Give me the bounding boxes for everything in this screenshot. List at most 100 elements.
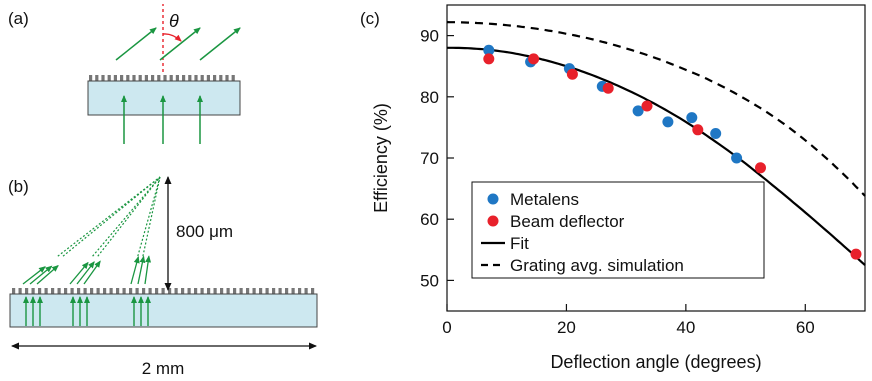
- panel-c-label: (c): [360, 9, 380, 28]
- nanopillar: [213, 288, 217, 294]
- nanopillar: [135, 288, 139, 294]
- nanopillar: [89, 75, 93, 81]
- beam-deflector-point: [602, 82, 614, 94]
- beam-deflector-point: [755, 162, 766, 174]
- nanopillar: [182, 75, 186, 81]
- nanopillar: [175, 75, 179, 81]
- focused-ray-arrow: [36, 264, 59, 285]
- focused-ray-arrow: [144, 255, 152, 285]
- nanopillar: [252, 288, 256, 294]
- nanopillar: [129, 288, 133, 294]
- focus-ray-dotted: [57, 176, 161, 257]
- nanopillar: [90, 288, 94, 294]
- nanopillar: [194, 288, 198, 294]
- nanopillar: [181, 288, 185, 294]
- nanopillar: [265, 288, 269, 294]
- y-tick-label: 60: [420, 210, 439, 229]
- focused-ray-arrow: [130, 256, 140, 285]
- substrate-b: [9, 293, 318, 328]
- nanopillar: [95, 75, 99, 81]
- nanopillar: [107, 75, 111, 81]
- nanopillar: [151, 75, 155, 81]
- panel-b-label: (b): [8, 177, 29, 196]
- nanopillar: [25, 288, 29, 294]
- nanopillar: [194, 75, 198, 81]
- legend-marker: [487, 193, 499, 205]
- x-axis: 0 20 40 60: [442, 304, 815, 337]
- y-tick-label: 50: [420, 271, 439, 290]
- y-tick-label: 80: [420, 88, 439, 107]
- focus-ray-dotted: [142, 176, 161, 257]
- nanopillar: [163, 75, 167, 81]
- nanopillar: [138, 75, 142, 81]
- nanopillar: [187, 288, 191, 294]
- nanopillar: [18, 288, 22, 294]
- metalens-point: [662, 116, 674, 128]
- metalens-point: [710, 128, 722, 139]
- nanopillar: [157, 75, 161, 81]
- simulation-curve: [446, 21, 866, 197]
- metalens-point: [632, 105, 644, 117]
- nanopillar: [259, 288, 263, 294]
- nanopillar: [298, 288, 302, 294]
- focus-ray-dotted: [137, 176, 161, 257]
- nanopillar: [174, 288, 178, 294]
- nanopillar: [101, 75, 105, 81]
- nanopillar: [120, 75, 124, 81]
- nanopillar: [219, 75, 223, 81]
- incident-arrows-b: [23, 296, 151, 326]
- legend-label: Fit: [510, 234, 529, 253]
- deflected-arrows-a: [115, 27, 241, 61]
- metalens-point: [483, 44, 495, 56]
- nanopillar: [148, 288, 152, 294]
- nanopillar: [239, 288, 243, 294]
- fit-curve: [447, 46, 866, 266]
- x-tick-label: 0: [442, 318, 451, 337]
- legend-label: Metalens: [510, 190, 579, 209]
- nanopillar: [226, 288, 230, 294]
- nanopillar: [83, 288, 87, 294]
- nanopillar: [51, 288, 55, 294]
- focusing-rays: [22, 176, 161, 285]
- nanopillar: [116, 288, 120, 294]
- nanopillar: [225, 75, 229, 81]
- nanopillar: [144, 75, 148, 81]
- y-tick-label: 90: [420, 27, 439, 46]
- nanopillar: [77, 288, 81, 294]
- focused-ray-arrow: [137, 255, 146, 285]
- panel-a: (a) θ: [8, 4, 241, 144]
- metalens-point: [731, 152, 743, 164]
- x-tick-label: 20: [557, 318, 576, 337]
- angle-arc: [162, 33, 182, 42]
- nanopillar: [206, 75, 210, 81]
- incident-arrows-a: [121, 95, 203, 144]
- focused-ray-arrow: [83, 260, 101, 285]
- beam-deflector-point: [692, 124, 704, 136]
- legend-marker: [487, 215, 499, 227]
- nanopillar: [231, 75, 235, 81]
- nanopillar: [213, 75, 217, 81]
- focused-ray-arrow: [22, 266, 46, 285]
- beam-deflector-point: [566, 68, 578, 80]
- nanopillar: [142, 288, 146, 294]
- metasurface-pillars-a: [89, 75, 235, 81]
- nanopillar: [38, 288, 42, 294]
- nanopillar: [126, 75, 130, 81]
- data-points: [483, 44, 862, 260]
- nanopillar: [155, 288, 159, 294]
- beam-deflector-point: [483, 53, 495, 65]
- nanopillar: [291, 288, 295, 294]
- nanopillar: [12, 288, 16, 294]
- nanopillar: [188, 75, 192, 81]
- beam-deflector-point: [528, 53, 540, 65]
- nanopillar: [44, 288, 48, 294]
- nanopillar: [122, 288, 126, 294]
- legend-label: Beam deflector: [510, 212, 625, 231]
- nanopillar: [169, 75, 173, 81]
- legend: Metalens Beam deflector Fit Grating avg. si…: [471, 181, 765, 279]
- panel-b: (b) 800 μm 2 mm: [8, 176, 318, 378]
- nanopillar: [70, 288, 74, 294]
- nanopillar: [132, 75, 136, 81]
- focus-ray-dotted: [97, 176, 161, 257]
